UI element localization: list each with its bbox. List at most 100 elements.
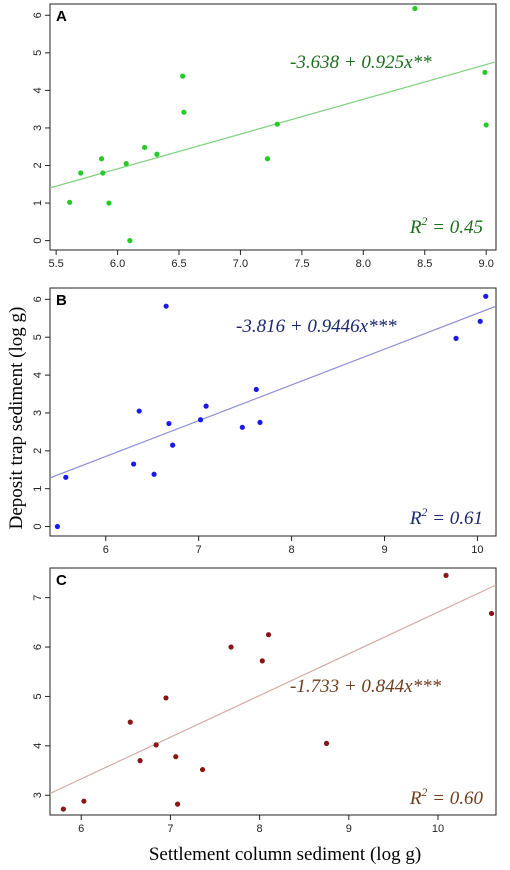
plot-frame (49, 287, 497, 537)
data-point (154, 151, 160, 157)
panel-a: 5.5 6.0 6.5 7.0 7.5 8.0 8.5 9.0 0 1 2 3 4 5 6 A -3.638 +… (32, 3, 497, 270)
data-point (127, 238, 133, 244)
x-tick-label: 10 (471, 544, 483, 556)
data-point (54, 523, 61, 530)
data-point (123, 161, 129, 167)
x-tick-label: 8.5 (417, 258, 432, 270)
r-squared-symbol: R (409, 508, 422, 529)
x-tick-label: 6.5 (171, 258, 186, 270)
data-point (137, 758, 143, 764)
r-squared-symbol: R (409, 217, 422, 238)
y-tick-label: 7 (32, 595, 44, 601)
x-tick-label: 7 (167, 823, 173, 835)
data-point (142, 144, 148, 151)
plot-frame (49, 3, 497, 251)
regression-line (50, 584, 496, 795)
data-point (257, 419, 263, 426)
y-tick-label: 6 (32, 12, 44, 18)
data-point (412, 5, 418, 12)
regression-line (50, 61, 496, 189)
data-point (151, 471, 157, 477)
x-tick-label: 9.0 (479, 258, 494, 270)
data-point (477, 318, 483, 324)
x-tick-label: 6 (78, 823, 84, 835)
data-point (174, 801, 181, 807)
data-point (180, 73, 186, 79)
data-point (166, 420, 172, 427)
x-tick-label: 8 (257, 823, 263, 835)
panel-letter: C (56, 572, 67, 589)
panel-letter: B (56, 292, 67, 309)
data-point (99, 156, 105, 162)
r-squared-value: = 0.45 (427, 217, 483, 238)
data-point (483, 293, 489, 299)
regression-equation: -3.638 + 0.925x** (290, 52, 432, 73)
y-tick-label: 5 (32, 334, 44, 340)
data-point (63, 474, 69, 480)
regression-equation: -1.733 + 0.844x*** (290, 676, 442, 697)
data-point (67, 199, 73, 205)
x-tick-label: 9 (346, 823, 352, 835)
regression-line (50, 305, 496, 479)
y-tick-label: 5 (32, 693, 44, 699)
y-axis-label: Deposit trap sediment (log g) (6, 307, 27, 530)
plot-frame (49, 567, 497, 816)
x-tick-label: 7.0 (233, 258, 248, 270)
x-tick-label: 6 (103, 544, 109, 556)
data-point (197, 417, 204, 423)
y-tick-label: 4 (32, 743, 44, 749)
data-point (78, 170, 84, 176)
y-tick-label: 3 (32, 410, 44, 416)
r-squared-exponent: 2 (421, 214, 427, 228)
data-point (453, 335, 459, 341)
data-point (259, 658, 265, 664)
panel-c: 6 7 8 9 10 3 4 5 6 7 C -1.733 + 0.844x*** R2 = 0.60 (32, 567, 497, 835)
data-point (60, 806, 66, 812)
x-tick-label: 10 (432, 823, 444, 835)
data-point (488, 610, 495, 617)
data-point (136, 408, 142, 414)
data-point (173, 754, 179, 760)
y-tick-label: 2 (32, 448, 44, 454)
y-tick-label: 6 (32, 296, 44, 302)
y-tick-label: 4 (32, 372, 44, 378)
data-point (239, 424, 245, 430)
data-point (203, 403, 209, 409)
r-squared-exponent: 2 (421, 505, 427, 519)
data-point (274, 121, 280, 127)
data-point (163, 303, 169, 309)
r-squared: R2 = 0.60 (409, 785, 484, 809)
r-squared-symbol: R (409, 788, 422, 809)
y-tick-label: 3 (32, 125, 44, 131)
r-squared-value: = 0.60 (427, 788, 483, 809)
data-point (265, 632, 272, 638)
data-point (127, 719, 133, 725)
x-tick-label: 7.5 (294, 258, 309, 270)
y-tick-label: 6 (32, 644, 44, 650)
data-point (131, 461, 137, 467)
data-point (199, 766, 206, 773)
data-point (264, 156, 271, 162)
x-tick-label: 9 (381, 544, 387, 556)
regression-equation: -3.816 + 0.9446x*** (236, 316, 397, 337)
x-tick-label: 7 (196, 544, 202, 556)
y-tick-label: 0 (32, 238, 44, 244)
data-point (323, 740, 330, 746)
x-tick-label: 6.0 (110, 258, 125, 270)
data-point (482, 69, 488, 75)
y-tick-label: 5 (32, 50, 44, 56)
x-tick-label: 5.5 (48, 258, 63, 270)
r-squared-value: = 0.61 (427, 508, 483, 529)
data-point (443, 572, 449, 579)
y-tick-label: 4 (32, 87, 44, 93)
y-tick-label: 0 (32, 523, 44, 529)
data-point (106, 200, 112, 206)
x-tick-label: 8.0 (356, 258, 371, 270)
x-tick-label: 8 (289, 544, 295, 556)
data-point (153, 742, 159, 748)
y-tick-label: 2 (32, 162, 44, 168)
panel-letter: A (56, 8, 67, 25)
r-squared: R2 = 0.45 (409, 214, 483, 238)
data-point (163, 695, 169, 701)
